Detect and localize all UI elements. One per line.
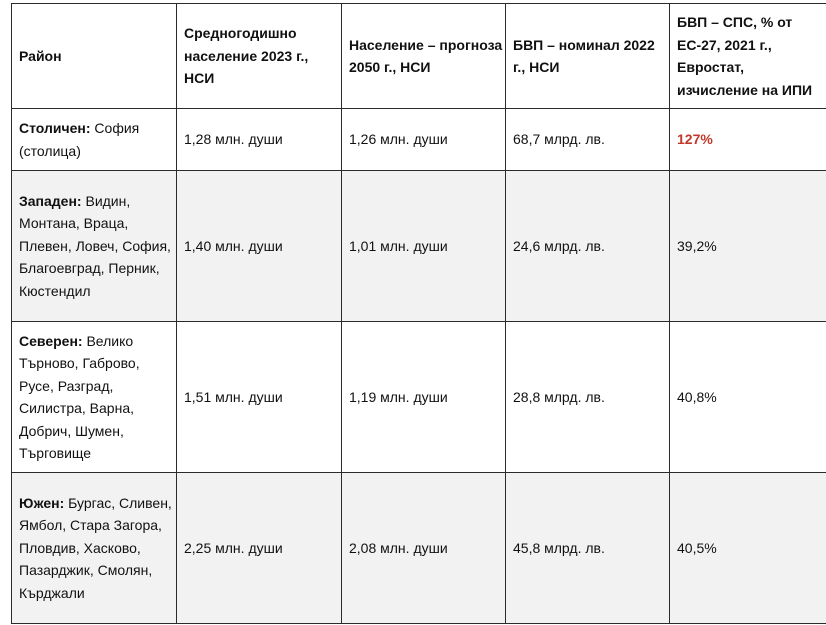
header-gdp-pps: БВП – СПС, % от ЕС-27, 2021 г., Евростат… (669, 3, 826, 109)
gdp-2022-cell: 45,8 млрд. лв. (505, 472, 670, 624)
region-name: Южен: (19, 494, 65, 511)
table-row: Западен: Видин, Монтана, Враца, Плевен, … (11, 170, 826, 322)
gdp-2022-cell: 28,8 млрд. лв. (505, 321, 670, 473)
table-row: Столичен: София (столица) 1,28 млн. души… (11, 108, 826, 171)
gdp-2022-cell: 24,6 млрд. лв. (505, 170, 670, 322)
region-cell: Северен: Велико Търново, Габрово, Русе, … (11, 321, 177, 473)
region-cell: Южен: Бургас, Сливен, Ямбол, Стара Загор… (11, 472, 177, 624)
population-2050-cell: 1,26 млн. души (341, 108, 506, 171)
population-2050-cell: 2,08 млн. души (341, 472, 506, 624)
population-2023-cell: 2,25 млн. души (176, 472, 342, 624)
header-region: Район (11, 3, 177, 109)
table-header: Район Средногодишно население 2023 г., Н… (11, 3, 826, 109)
region-name: Столичен: (19, 120, 91, 136)
gdp-pps-cell: 127% (669, 108, 826, 171)
population-2023-cell: 1,51 млн. души (176, 321, 342, 473)
gdp-pps-cell: 40,5% (669, 472, 826, 624)
header-population-2050: Население – прогноза 2050 г., НСИ (341, 3, 506, 109)
region-districts: Велико Търново, Габрово, Русе, Разград, … (19, 332, 140, 462)
region-districts: Бургас, Сливен, Ямбол, Стара Загора, Пло… (19, 494, 172, 601)
region-name: Северен: (19, 332, 83, 349)
table-row: Южен: Бургас, Сливен, Ямбол, Стара Загор… (11, 472, 826, 624)
regions-table: Район Средногодишно население 2023 г., Н… (11, 3, 826, 624)
header-row: Район Средногодишно население 2023 г., Н… (11, 3, 826, 109)
header-gdp-2022: БВП – номинал 2022 г., НСИ (505, 3, 670, 109)
population-2050-cell: 1,19 млн. души (341, 321, 506, 473)
region-districts: Видин, Монтана, Враца, Плевен, Ловеч, Со… (19, 192, 171, 299)
gdp-pps-cell: 40,8% (669, 321, 826, 473)
header-population-2023: Средногодишно население 2023 г., НСИ (176, 3, 342, 109)
region-cell: Столичен: София (столица) (11, 108, 177, 171)
gdp-pps-highlight: 127% (677, 131, 713, 148)
region-cell: Западен: Видин, Монтана, Враца, Плевен, … (11, 170, 177, 322)
population-2050-cell: 1,01 млн. души (341, 170, 506, 322)
population-2023-cell: 1,40 млн. души (176, 170, 342, 322)
region-districts: София (столица) (19, 120, 140, 159)
region-name: Западен: (19, 192, 82, 209)
table-body: Столичен: София (столица) 1,28 млн. души… (11, 108, 826, 624)
gdp-pps-cell: 39,2% (669, 170, 826, 322)
table-row: Северен: Велико Търново, Габрово, Русе, … (11, 321, 826, 473)
gdp-2022-cell: 68,7 млрд. лв. (505, 108, 670, 171)
population-2023-cell: 1,28 млн. души (176, 108, 342, 171)
